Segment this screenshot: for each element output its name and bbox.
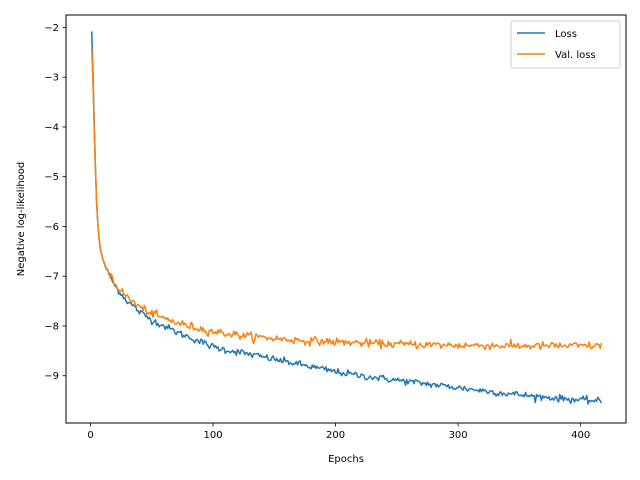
y-tick-label: −5 [44, 172, 59, 183]
y-tick-label: −8 [44, 321, 59, 332]
series-layer [90, 31, 603, 405]
y-tick-label: −4 [44, 122, 59, 133]
y-tick-label: −2 [44, 23, 59, 34]
y-tick-label: −6 [44, 222, 59, 233]
x-axis-label: Epochs [328, 454, 364, 465]
y-axis-ticks: −2 −3 −4 −5 −6 −7 −8 −9 [44, 23, 66, 382]
x-tick-label: 200 [326, 430, 345, 441]
series-line-loss [90, 31, 603, 405]
y-axis-label: Negative log-likelihood [16, 162, 27, 277]
x-tick-label: 100 [203, 430, 222, 441]
plot-area [66, 15, 626, 423]
legend: Loss Val. loss [510, 20, 621, 69]
plot-frame [65, 14, 627, 424]
x-axis-ticks: 0 100 200 300 400 [87, 423, 590, 441]
y-tick-label: −3 [44, 73, 59, 84]
legend-label-val-loss: Val. loss [555, 50, 596, 61]
y-tick-label: −7 [44, 272, 59, 283]
y-tick-label: −9 [44, 371, 59, 382]
legend-label-loss: Loss [555, 29, 577, 40]
x-tick-label: 300 [449, 430, 468, 441]
x-tick-label: 0 [87, 430, 93, 441]
x-tick-label: 400 [571, 430, 590, 441]
series-line-val-loss [90, 47, 603, 351]
